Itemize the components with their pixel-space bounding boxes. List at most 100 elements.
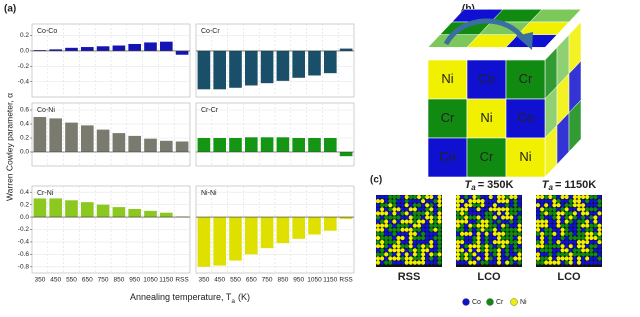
atom: [556, 219, 561, 224]
atom: [501, 231, 506, 236]
atom: [576, 215, 582, 220]
atom: [388, 260, 393, 265]
atom: [433, 194, 438, 200]
atom: [421, 248, 426, 253]
chart-title: Cr-Ni: [37, 190, 54, 197]
atom: [593, 194, 598, 200]
y-axis-label: Warren Cowley parameter, α: [4, 93, 14, 201]
atom: [513, 248, 518, 253]
atom: [589, 235, 594, 241]
atom: [433, 203, 438, 208]
atom: [480, 211, 485, 216]
legend-swatch: [486, 298, 494, 306]
atom: [552, 235, 557, 241]
atom: [552, 227, 557, 232]
atom: [468, 252, 473, 257]
atom: [513, 215, 518, 220]
atom: [384, 244, 389, 249]
atom: [380, 252, 385, 257]
atom: [480, 215, 485, 220]
atom: [593, 235, 598, 241]
atom: [581, 211, 586, 216]
x-tick-label: 950: [129, 277, 140, 284]
atom: [488, 219, 493, 224]
atom: [517, 260, 522, 265]
bar: [323, 50, 337, 74]
atom: [396, 219, 401, 224]
atom: [380, 227, 385, 232]
atom: [404, 207, 409, 212]
atom: [544, 240, 549, 245]
x-tick-label: 350: [198, 277, 209, 284]
atom: [433, 260, 438, 265]
atom: [488, 194, 493, 200]
atom: [412, 227, 417, 232]
atom: [464, 256, 469, 261]
bar: [197, 138, 211, 152]
atom: [392, 207, 397, 212]
bar: [96, 129, 110, 152]
bar: [112, 207, 126, 218]
atom: [421, 223, 426, 228]
atom: [488, 203, 493, 208]
atom: [384, 235, 389, 241]
atom: [501, 211, 506, 216]
atom: [496, 227, 502, 232]
atom: [404, 199, 409, 204]
atom: [564, 231, 569, 236]
atom: [388, 248, 393, 253]
atom: [425, 207, 430, 212]
atom: [552, 240, 557, 245]
atom: [472, 244, 477, 249]
cube-cell: [466, 59, 507, 100]
atom: [492, 231, 497, 236]
atom: [396, 240, 401, 245]
atom: [408, 219, 413, 224]
bar: [112, 133, 126, 152]
atom: [593, 199, 598, 204]
atom: [556, 207, 561, 212]
atom: [568, 231, 573, 236]
atom: [408, 199, 413, 204]
atom: [544, 256, 549, 261]
atom: [480, 252, 485, 257]
atom: [455, 223, 461, 228]
atom: [540, 219, 545, 224]
atom: [400, 203, 405, 208]
atom: [476, 248, 481, 253]
atom: [552, 207, 557, 212]
atom: [585, 207, 590, 212]
atom: [464, 203, 469, 208]
atom: [433, 199, 438, 204]
atom: [488, 244, 493, 249]
atom: [388, 203, 393, 208]
atom: [556, 240, 561, 245]
atom: [476, 207, 481, 212]
atom: [552, 248, 557, 253]
bar: [229, 50, 242, 88]
atom: [425, 223, 430, 228]
atom: [392, 215, 397, 220]
atom: [408, 260, 413, 265]
atom: [572, 194, 578, 200]
atom: [455, 199, 461, 204]
atom: [544, 248, 549, 253]
atom: [492, 194, 497, 200]
atom: [476, 252, 481, 257]
x-axis-label-sub: a: [231, 298, 235, 305]
atom: [505, 260, 510, 265]
heading-sub: a: [548, 183, 553, 192]
atom: [597, 248, 602, 253]
atom: [585, 223, 590, 228]
atom: [392, 199, 397, 204]
atom: [576, 219, 582, 224]
atom: [425, 194, 430, 200]
atom: [585, 231, 590, 236]
atom: [392, 240, 397, 245]
atom: [505, 231, 510, 236]
atom: [396, 203, 401, 208]
atom: [501, 207, 506, 212]
atom: [492, 227, 497, 232]
atom: [375, 256, 381, 261]
atom: [425, 199, 430, 204]
